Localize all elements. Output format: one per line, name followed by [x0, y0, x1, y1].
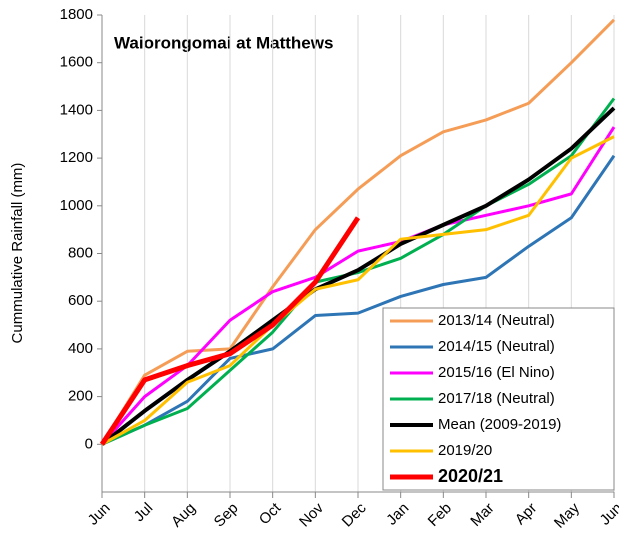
- x-tick-label: Jun: [597, 500, 619, 529]
- y-tick-label: 1600: [60, 54, 93, 71]
- legend-label: 2013/14 (Neutral): [438, 312, 555, 329]
- y-tick-label: 0: [85, 435, 93, 452]
- x-tick-label: Oct: [256, 499, 285, 528]
- legend-label: 2019/20: [438, 442, 492, 459]
- series-line: [100, 106, 616, 446]
- y-tick-label: 800: [68, 244, 93, 261]
- x-tick-label: Dec: [339, 499, 370, 530]
- series-line: [100, 18, 616, 446]
- x-tick-label: Jun: [85, 500, 114, 529]
- legend-label: 2014/15 (Neutral): [438, 338, 555, 355]
- legend-label: 2020/21: [438, 466, 503, 486]
- x-tick-label: Jul: [131, 500, 157, 526]
- y-tick-label: 1400: [60, 101, 93, 118]
- y-tick-label: 1200: [60, 149, 93, 166]
- y-tick-label: 1000: [60, 197, 93, 214]
- legend-label: Mean (2009-2019): [438, 416, 561, 433]
- y-tick-label: 600: [68, 292, 93, 309]
- chart-title: Waiorongomai at Matthews: [114, 33, 333, 52]
- x-tick-label: May: [551, 499, 583, 531]
- x-tick-label: Jan: [383, 500, 412, 529]
- legend-label: 2017/18 (Neutral): [438, 390, 555, 407]
- x-tick-label: Apr: [512, 500, 541, 529]
- y-tick-label: 400: [68, 340, 93, 357]
- x-tick-label: Sep: [211, 500, 242, 531]
- y-axis-label: Cummulative Rainfall (mm): [9, 163, 26, 344]
- x-tick-label: Aug: [168, 500, 199, 531]
- x-tick-label: Mar: [467, 500, 497, 530]
- series-line: [101, 97, 616, 446]
- x-tick-label: Nov: [296, 499, 327, 530]
- legend-label: 2015/16 (El Nino): [438, 364, 555, 381]
- x-tick-label: Feb: [425, 500, 455, 530]
- y-tick-label: 1800: [60, 6, 93, 23]
- series-line: [99, 216, 361, 446]
- series-line: [101, 135, 615, 446]
- series-line: [101, 154, 616, 446]
- y-tick-label: 200: [68, 388, 93, 405]
